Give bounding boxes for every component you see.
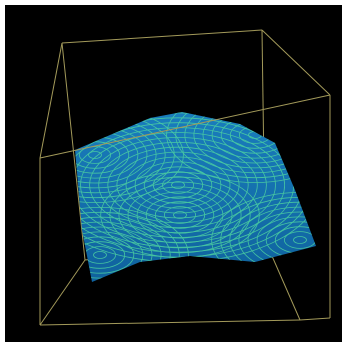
contour <box>293 236 307 244</box>
contour <box>75 226 153 282</box>
contour <box>154 201 206 229</box>
contour <box>75 216 171 282</box>
contour <box>75 141 121 169</box>
contour <box>173 211 187 219</box>
contour <box>93 251 107 259</box>
contour <box>80 132 276 238</box>
contour <box>75 221 162 282</box>
contour <box>134 161 222 209</box>
contour <box>193 112 316 169</box>
contour <box>184 112 316 174</box>
contour <box>75 211 180 282</box>
contour <box>75 206 189 282</box>
contour <box>75 112 184 203</box>
contour <box>116 151 240 219</box>
contour <box>98 141 258 229</box>
contour <box>171 181 185 189</box>
contour <box>143 166 213 204</box>
contour <box>75 231 144 279</box>
contour <box>75 236 135 274</box>
contour <box>145 196 215 234</box>
contour <box>109 176 251 254</box>
contour <box>163 206 196 224</box>
contour <box>125 156 231 214</box>
contour <box>107 146 249 224</box>
contour <box>118 181 242 249</box>
contour <box>79 146 112 164</box>
contour <box>136 191 224 239</box>
contour <box>175 112 316 179</box>
bounding-box-front <box>39 29 331 326</box>
contour <box>166 112 316 183</box>
contour <box>161 176 194 194</box>
contour <box>88 151 102 159</box>
